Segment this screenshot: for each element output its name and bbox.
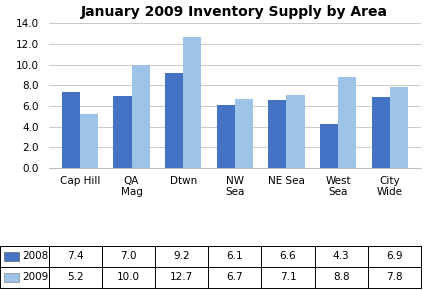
Bar: [183, 37, 201, 168]
Bar: [217, 105, 235, 168]
Bar: [372, 97, 390, 168]
Bar: [4, 252, 19, 261]
Text: 6.6: 6.6: [280, 251, 296, 261]
Bar: [62, 92, 80, 168]
Bar: [390, 87, 408, 168]
Bar: [113, 96, 131, 168]
Bar: [338, 77, 356, 168]
Text: 2008: 2008: [23, 251, 49, 261]
Text: 8.8: 8.8: [333, 272, 349, 282]
Bar: [286, 95, 305, 168]
Text: 2009: 2009: [23, 272, 49, 282]
Text: 9.2: 9.2: [173, 251, 190, 261]
Text: 4.3: 4.3: [333, 251, 349, 261]
Bar: [131, 65, 150, 168]
Bar: [268, 100, 286, 168]
Bar: [165, 73, 183, 168]
Title: January 2009 Inventory Supply by Area: January 2009 Inventory Supply by Area: [81, 5, 388, 19]
Text: 10.0: 10.0: [117, 272, 140, 282]
Text: 6.9: 6.9: [386, 251, 402, 261]
Text: 6.1: 6.1: [227, 251, 243, 261]
Text: 7.0: 7.0: [120, 251, 137, 261]
Text: 12.7: 12.7: [170, 272, 193, 282]
Bar: [4, 273, 19, 282]
Text: 7.8: 7.8: [386, 272, 402, 282]
Text: 7.4: 7.4: [67, 251, 84, 261]
Bar: [320, 124, 338, 168]
Bar: [235, 99, 253, 168]
Text: 7.1: 7.1: [280, 272, 296, 282]
Text: 5.2: 5.2: [67, 272, 84, 282]
Bar: [80, 114, 98, 168]
Text: 6.7: 6.7: [227, 272, 243, 282]
